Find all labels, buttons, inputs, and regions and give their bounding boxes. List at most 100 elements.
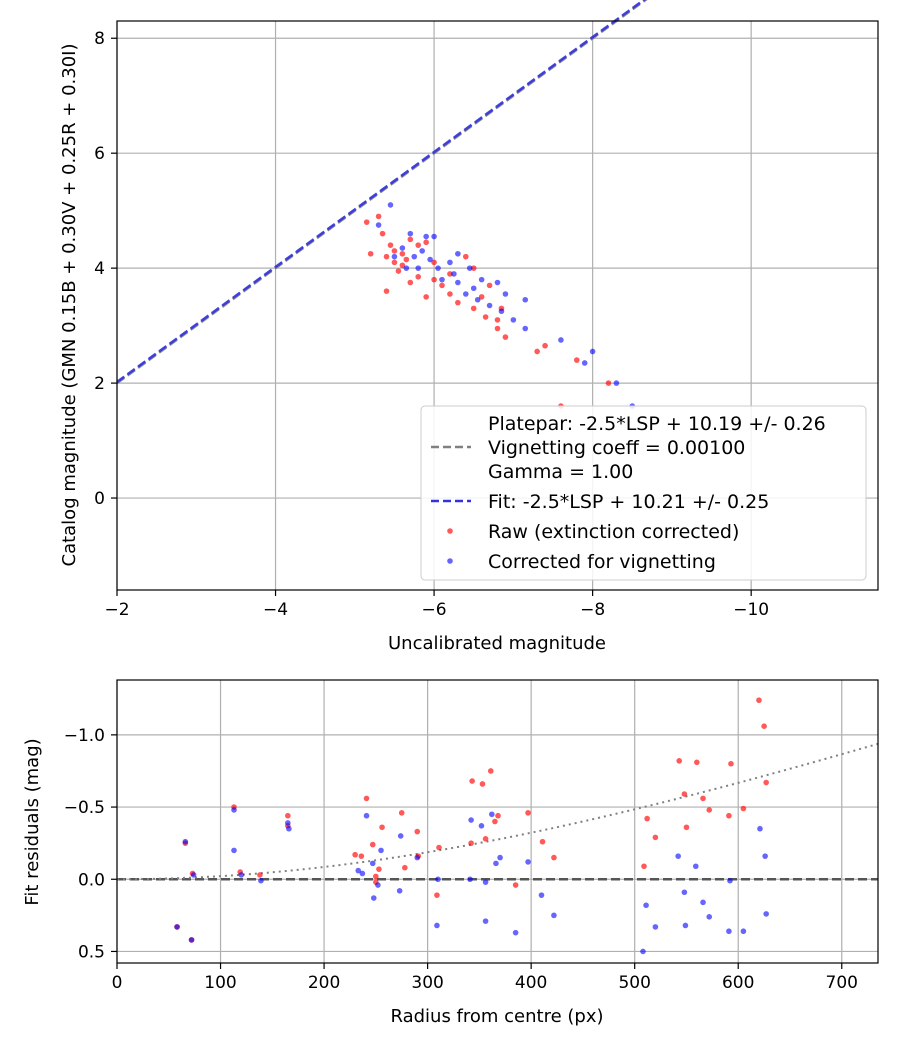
corrected-point: [414, 854, 421, 861]
x-tick-label: 400: [515, 973, 547, 993]
raw-point: [525, 810, 531, 816]
corrected-point: [493, 860, 499, 867]
raw-point: [352, 851, 358, 858]
bottom-x-axis-label: Radius from centre (px): [390, 1006, 603, 1027]
corrected-point: [378, 847, 384, 854]
corrected-point: [478, 276, 485, 283]
bottom-scatter-points: [174, 697, 769, 955]
y-tick-label: 8: [94, 29, 105, 49]
corrected-point: [231, 807, 237, 813]
raw-point: [399, 262, 406, 269]
raw-point: [379, 824, 385, 831]
raw-point: [478, 294, 485, 300]
raw-point: [363, 219, 370, 225]
raw-point: [551, 854, 557, 861]
top-ticks: −2 −4 −6 −8 −10 0 2 4 6 8: [94, 29, 769, 620]
corrected-point: [411, 253, 418, 260]
corrected-point: [502, 291, 509, 297]
raw-point: [486, 282, 493, 289]
raw-point: [367, 250, 374, 257]
x-tick-label: 200: [308, 973, 340, 993]
corrected-point: [482, 879, 489, 885]
corrected-point: [706, 913, 713, 920]
raw-point: [391, 259, 398, 266]
raw-point: [512, 882, 519, 888]
corrected-point: [435, 265, 441, 271]
raw-point: [439, 282, 445, 289]
legend-corrected-label: Corrected for vignetting: [488, 551, 716, 573]
top-fit-lines: [116, 0, 648, 385]
raw-point: [534, 348, 540, 355]
corrected-point: [681, 889, 688, 896]
raw-point: [373, 873, 379, 880]
corrected-point: [462, 291, 469, 297]
x-tick-label: 0: [112, 973, 123, 993]
corrected-point: [419, 248, 425, 254]
corrected-point: [581, 360, 588, 366]
corrected-point: [431, 233, 437, 240]
raw-point: [414, 828, 421, 835]
corrected-point: [727, 877, 733, 884]
corrected-point: [482, 918, 489, 924]
raw-point: [676, 758, 683, 764]
corrected-point: [489, 811, 495, 818]
corrected-point: [700, 899, 706, 906]
corrected-point: [375, 882, 381, 888]
raw-point: [376, 866, 382, 872]
corrected-point: [675, 853, 681, 859]
x-tick-label: −4: [263, 600, 288, 620]
top-scatter-points: [363, 202, 636, 409]
raw-point: [358, 853, 365, 859]
x-tick-label: 100: [204, 973, 236, 993]
corrected-point: [415, 265, 422, 271]
corrected-point: [525, 859, 531, 865]
raw-point: [482, 836, 489, 842]
raw-point: [391, 248, 398, 254]
corrected-point: [478, 823, 485, 829]
raw-point: [694, 759, 700, 766]
corrected-point: [375, 222, 382, 228]
raw-point: [369, 841, 376, 848]
corrected-point: [396, 888, 403, 894]
raw-point: [683, 824, 690, 831]
raw-point: [387, 242, 394, 248]
bottom-axes-frame: [116, 679, 879, 964]
corrected-point: [512, 929, 519, 936]
legend-fit-label: Fit: -2.5*LSP + 10.21 +/- 0.25: [488, 491, 769, 513]
corrected-point: [589, 348, 596, 355]
raw-point: [539, 838, 546, 845]
raw-point: [447, 291, 453, 297]
x-tick-label: −10: [733, 600, 769, 620]
raw-point: [470, 305, 477, 312]
corrected-point: [238, 872, 245, 878]
x-tick-label: 300: [411, 973, 443, 993]
corrected-point: [435, 876, 441, 883]
raw-point: [542, 342, 548, 349]
raw-point: [423, 239, 429, 246]
corrected-point: [369, 860, 376, 867]
corrected-point: [387, 202, 394, 208]
corrected-point: [190, 872, 197, 878]
raw-point: [407, 236, 414, 243]
corrected-point: [640, 948, 646, 955]
raw-point: [681, 791, 688, 797]
raw-point: [468, 840, 474, 846]
raw-point: [379, 230, 386, 237]
raw-point: [423, 294, 429, 300]
corrected-point: [403, 265, 410, 271]
top-x-axis-label: Uncalibrated magnitude: [388, 633, 606, 654]
raw-point: [728, 760, 734, 767]
corrected-point: [470, 285, 477, 292]
corrected-point: [427, 256, 433, 263]
raw-point: [700, 795, 706, 802]
y-tick-label: 6: [94, 144, 105, 164]
raw-point: [395, 268, 402, 274]
bottom-ticks: 0 100 200 300 400 500 600 700 0.5 0.0 −0.5 −1.0: [64, 726, 858, 993]
corrected-point: [474, 296, 481, 303]
raw-point: [257, 872, 263, 878]
corrected-point: [363, 812, 370, 819]
corrected-point: [757, 825, 763, 832]
raw-point: [605, 380, 612, 386]
corrected-point: [188, 937, 195, 943]
